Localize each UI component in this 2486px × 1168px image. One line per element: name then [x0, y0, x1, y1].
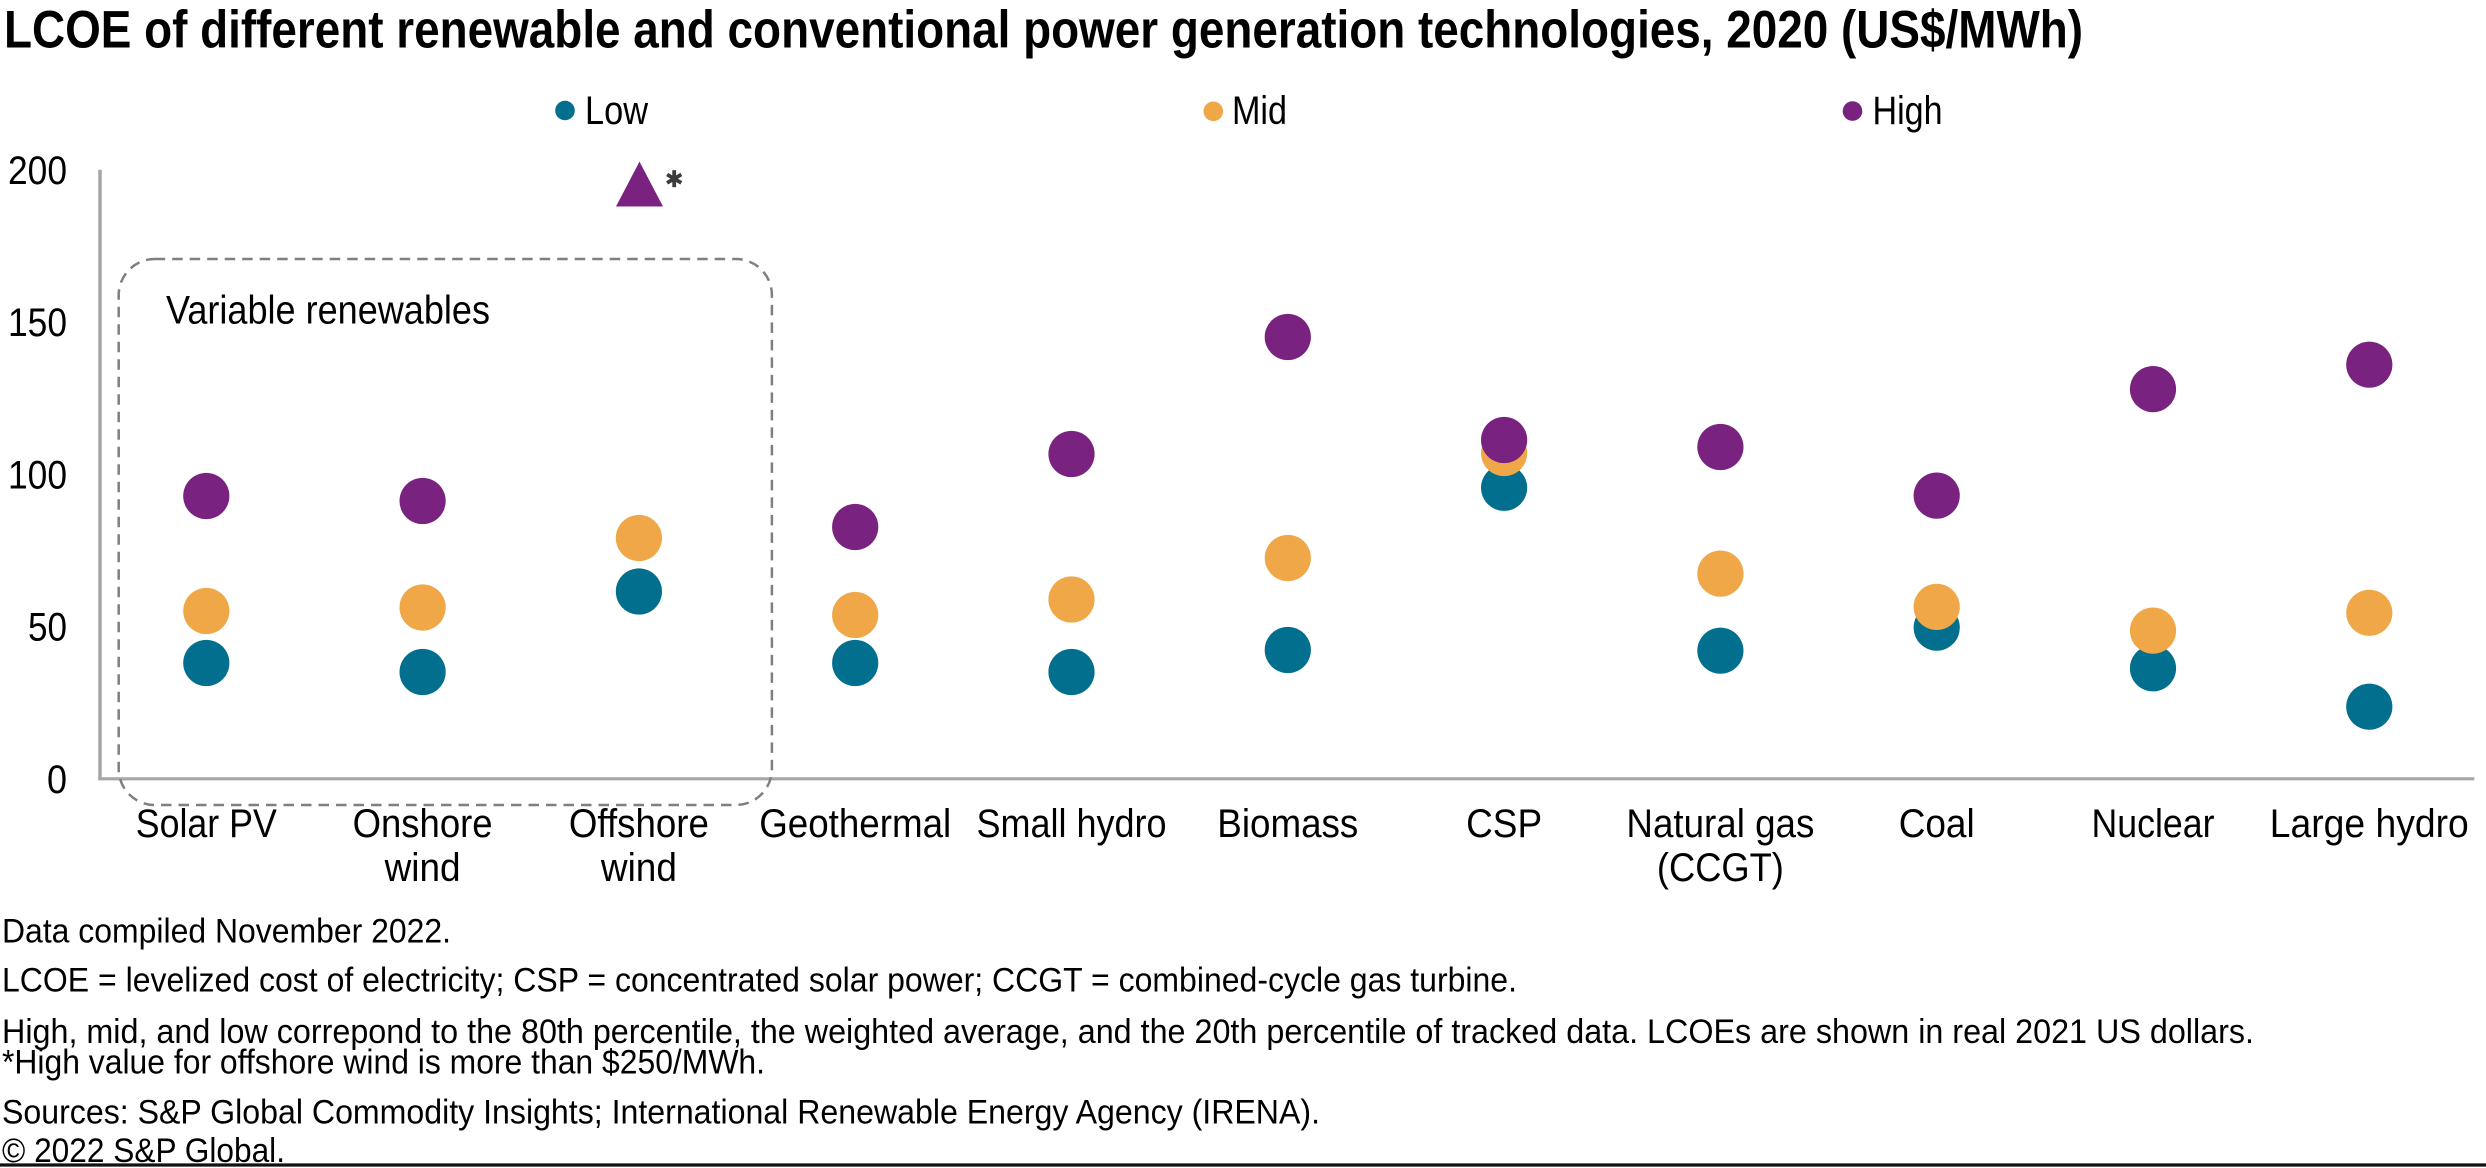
svg-text:© 2022 S&P Global.: © 2022 S&P Global. [2, 1132, 285, 1168]
svg-text:Offshore: Offshore [569, 802, 709, 846]
svg-text:*High value for offshore wind: *High value for offshore wind is more th… [2, 1044, 765, 1082]
svg-text:200: 200 [8, 149, 67, 193]
svg-text:wind: wind [384, 846, 461, 890]
svg-text:CSP: CSP [1466, 802, 1542, 846]
svg-text:High, mid, and low correpond t: High, mid, and low correpond to the 80th… [2, 1013, 2254, 1051]
svg-text:Nuclear: Nuclear [2092, 802, 2215, 846]
svg-text:Low: Low [585, 89, 648, 133]
svg-text:Geothermal: Geothermal [759, 802, 951, 846]
svg-text:150: 150 [8, 301, 67, 345]
svg-text:Sources: S&P Global Commodity: Sources: S&P Global Commodity Insights; … [2, 1093, 1320, 1131]
svg-text:50: 50 [28, 606, 67, 650]
svg-text:Mid: Mid [1232, 89, 1287, 133]
svg-text:(CCGT): (CCGT) [1657, 846, 1784, 890]
svg-text:Solar PV: Solar PV [136, 802, 277, 846]
svg-text:wind: wind [600, 846, 677, 890]
svg-text:Natural gas: Natural gas [1626, 802, 1814, 846]
svg-text:Data compiled November 2022.: Data compiled November 2022. [2, 913, 451, 951]
svg-text:Small hydro: Small hydro [977, 802, 1167, 846]
svg-text:Biomass: Biomass [1217, 802, 1358, 846]
svg-text:0: 0 [47, 758, 67, 802]
svg-text:LCOE = levelized cost of elect: LCOE = levelized cost of electricity; CS… [2, 962, 1517, 1000]
svg-text:Variable renewables: Variable renewables [166, 289, 490, 333]
svg-text:Large hydro: Large hydro [2270, 802, 2469, 846]
svg-text:Onshore: Onshore [353, 802, 493, 846]
svg-text:High: High [1873, 89, 1943, 133]
svg-text:100: 100 [8, 454, 67, 498]
svg-text:Coal: Coal [1899, 802, 1975, 846]
svg-text:LCOE of different renewable an: LCOE of different renewable and conventi… [4, 1, 2083, 60]
